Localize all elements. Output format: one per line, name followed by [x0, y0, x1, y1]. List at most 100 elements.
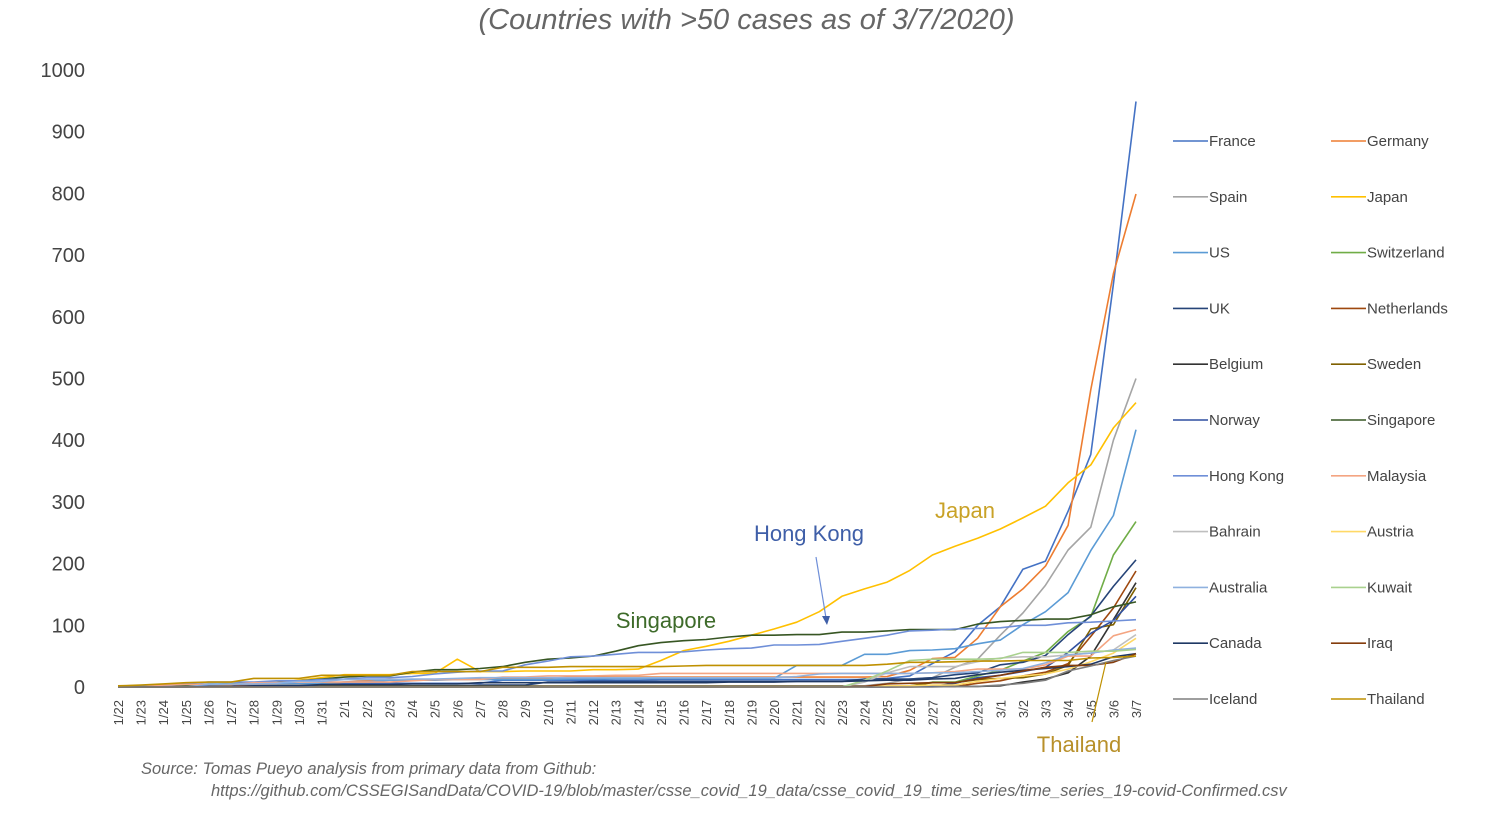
x-tick-label: 2/16 [677, 700, 692, 725]
x-tick-label: 2/11 [563, 700, 578, 724]
legend-label: France [1209, 133, 1256, 150]
y-tick-label: 0 [74, 677, 85, 699]
legend-label: Iraq [1367, 635, 1393, 652]
legend-label: Japan [1367, 189, 1408, 206]
series-line-australia [118, 647, 1137, 688]
legend-label: Canada [1209, 635, 1262, 652]
x-tick-label: 2/17 [699, 700, 714, 725]
x-tick-label: 2/10 [541, 700, 556, 725]
legend-label: Netherlands [1367, 300, 1448, 317]
series-line-spain [118, 378, 1137, 688]
legend-label: Iceland [1209, 691, 1257, 708]
annotation-japan: Japan [935, 498, 995, 523]
x-tick-label: 2/21 [790, 700, 805, 725]
source-line-1: Source: Tomas Pueyo analysis from primar… [141, 760, 597, 778]
x-tick-label: 1/25 [179, 700, 194, 725]
x-tick-label: 2/24 [858, 700, 873, 725]
series-line-hong-kong [117, 618, 1137, 688]
series-line-canada [118, 652, 1137, 688]
y-tick-label: 800 [52, 183, 85, 205]
x-tick-label: 3/3 [1039, 700, 1054, 718]
y-tick-label: 100 [52, 615, 85, 637]
x-tick-label: 2/3 [382, 700, 397, 718]
series-line-japan [117, 402, 1137, 688]
y-tick-label: 900 [52, 122, 85, 144]
x-tick-label: 3/2 [1016, 700, 1031, 718]
x-tick-label: 1/27 [224, 700, 239, 725]
series-line-iceland [118, 655, 1137, 688]
x-tick-label: 2/20 [767, 700, 782, 725]
x-tick-label: 2/29 [971, 700, 986, 725]
x-tick-label: 1/30 [292, 700, 307, 725]
plot-area [117, 101, 1137, 688]
x-tick-label: 2/13 [609, 700, 624, 725]
x-tick-label: 3/5 [1084, 700, 1099, 718]
source-url: https://github.com/CSSEGISandData/COVID-… [211, 782, 1287, 800]
legend-label: Malaysia [1367, 468, 1427, 485]
legend-label: Hong Kong [1209, 468, 1284, 485]
x-tick-label: 2/8 [496, 700, 511, 718]
x-tick-label: 2/18 [722, 700, 737, 725]
x-tick-label: 3/1 [993, 700, 1008, 718]
legend-label: Bahrain [1209, 524, 1261, 541]
x-tick-label: 1/31 [315, 700, 330, 725]
legend-label: Kuwait [1367, 579, 1413, 596]
x-tick-label: 3/6 [1106, 700, 1121, 718]
x-tick-label: 3/4 [1061, 700, 1076, 718]
x-tick-label: 2/15 [654, 700, 669, 725]
legend-label: US [1209, 245, 1230, 262]
series-line-switzerland [118, 521, 1137, 688]
legend-label: Austria [1367, 524, 1414, 541]
x-tick-label: 2/27 [925, 700, 940, 725]
x-tick-label: 2/14 [631, 700, 646, 725]
x-tick-label: 2/6 [450, 700, 465, 718]
x-tick-label: 1/23 [134, 700, 149, 725]
x-tick-label: 2/12 [586, 700, 601, 725]
annotation-hong-kong-arrow [815, 556, 827, 619]
x-tick-label: 2/7 [473, 700, 488, 718]
series-line-sweden [118, 587, 1137, 688]
y-tick-label: 200 [52, 554, 85, 576]
annotation-singapore: Singapore [616, 608, 716, 633]
legend-label: Thailand [1367, 691, 1425, 708]
x-tick-label: 1/29 [269, 700, 284, 725]
y-tick-label: 600 [52, 307, 85, 329]
x-tick-label: 2/28 [948, 700, 963, 725]
x-tick-label: 2/19 [744, 700, 759, 725]
x-tick-label: 2/9 [518, 700, 533, 718]
legend-label: Singapore [1367, 412, 1435, 429]
legend-label: Norway [1209, 412, 1260, 429]
series-line-thailand [117, 655, 1137, 687]
annotation-thailand: Thailand [1037, 732, 1121, 757]
x-tick-label: 2/5 [428, 700, 443, 718]
y-tick-label: 1000 [41, 60, 86, 82]
x-tick-label: 2/2 [360, 700, 375, 718]
x-tick-label: 2/22 [812, 700, 827, 725]
legend-label: UK [1209, 300, 1230, 317]
annotation-hong-kong-arrowhead [822, 616, 830, 625]
annotation-thailand-arrow [1091, 661, 1107, 723]
legend-label: Spain [1209, 189, 1247, 206]
chart-subtitle: (Countries with >50 cases as of 3/7/2020… [478, 4, 1015, 36]
x-tick-label: 2/1 [337, 700, 352, 718]
legend-label: Belgium [1209, 356, 1263, 373]
legend-label: Germany [1367, 133, 1429, 150]
legend-label: Switzerland [1367, 245, 1445, 262]
x-axis: 1/22 1/23 1/24 1/25 1/26 1/27 1/28 1/29 1/30 1/31… [111, 700, 1144, 725]
x-tick-label: 1/24 [156, 700, 171, 725]
x-tick-label: 2/4 [405, 700, 420, 718]
y-tick-label: 400 [52, 430, 85, 452]
legend: France Germany Spain Japan US Switzerland UK Ne… [1173, 133, 1448, 708]
x-tick-label: 2/23 [835, 700, 850, 725]
annotations: Japan Hong Kong Singapore Thailand [616, 498, 1121, 757]
x-tick-label: 1/28 [247, 700, 262, 725]
x-tick-label: 1/26 [201, 700, 216, 725]
x-tick-label: 1/22 [111, 700, 126, 725]
legend-label: Sweden [1367, 356, 1421, 373]
y-axis: 0 100 200 300 400 500 600 700 800 900 1000 [41, 60, 86, 699]
x-tick-label: 3/7 [1129, 700, 1144, 718]
y-tick-label: 700 [52, 245, 85, 267]
legend-label: Australia [1209, 579, 1268, 596]
annotation-hong-kong: Hong Kong [754, 521, 864, 546]
